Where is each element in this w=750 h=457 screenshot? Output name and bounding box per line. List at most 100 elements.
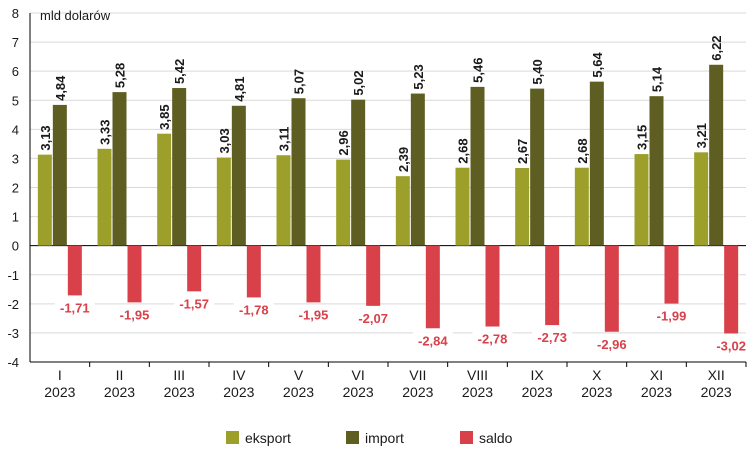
bar-saldo (425, 245, 440, 329)
bar-saldo (306, 245, 321, 303)
x-tick-label-month: II (116, 367, 124, 383)
x-tick-label-year: 2023 (581, 384, 612, 400)
legend-swatch-saldo (460, 431, 473, 444)
x-tick-label-year: 2023 (343, 384, 374, 400)
data-label-eksport: 2,68 (575, 138, 590, 163)
bar-saldo (246, 245, 261, 298)
bar-eksport (634, 154, 649, 246)
bar-import (410, 93, 425, 246)
x-tick-label-month: I (58, 367, 62, 383)
data-label-import: 4,81 (232, 76, 247, 101)
x-tick-label-year: 2023 (402, 384, 433, 400)
data-label-saldo: -1,99 (657, 309, 687, 324)
x-tick-label-year: 2023 (164, 384, 195, 400)
bar-import (112, 92, 127, 246)
data-label-bg-saldo (412, 332, 453, 350)
data-label-eksport: 2,39 (396, 147, 411, 172)
bar-eksport (694, 152, 709, 246)
bar-import (709, 64, 724, 246)
bar-eksport (216, 157, 231, 246)
bar-eksport (97, 148, 112, 246)
bar-saldo (366, 245, 381, 306)
bar-eksport (276, 155, 291, 246)
y-tick-label: 7 (12, 35, 19, 50)
data-label-eksport: 3,15 (635, 125, 650, 150)
y-tick-label: 1 (12, 210, 19, 225)
legend-swatch-import (346, 431, 359, 444)
y-tick-label: -2 (7, 297, 19, 312)
bar-import (351, 99, 366, 246)
bar-eksport (336, 159, 351, 246)
bar-saldo (604, 245, 619, 332)
data-label-bg-saldo (174, 295, 215, 313)
bar-eksport (37, 154, 52, 246)
data-label-saldo: -1,95 (299, 307, 329, 322)
x-tick-label-year: 2023 (44, 384, 75, 400)
data-label-bg-saldo (293, 306, 334, 324)
bar-import (291, 98, 306, 246)
bar-import (649, 96, 664, 246)
x-tick-label-month: IX (531, 367, 545, 383)
bar-import (530, 88, 545, 246)
x-tick-label-month: XII (708, 367, 725, 383)
data-label-saldo: -1,95 (120, 307, 150, 322)
bar-eksport (395, 176, 410, 246)
data-label-saldo: -3,02 (716, 338, 746, 353)
x-tick-label-year: 2023 (641, 384, 672, 400)
legend-label-eksport: eksport (245, 430, 291, 446)
bar-saldo (67, 245, 82, 296)
data-label-saldo: -2,96 (597, 337, 627, 352)
data-label-import: 5,46 (471, 58, 486, 83)
data-label-bg-saldo (472, 330, 513, 348)
data-label-bg-saldo (651, 307, 692, 325)
bar-saldo (724, 245, 739, 334)
data-label-import: 5,40 (530, 59, 545, 84)
y-tick-label: 0 (12, 239, 19, 254)
bar-import (52, 104, 67, 246)
x-tick-label-month: IV (232, 367, 246, 383)
bar-saldo (127, 245, 142, 303)
data-label-bg-saldo (114, 306, 155, 324)
x-tick-label-year: 2023 (104, 384, 135, 400)
bar-saldo (664, 245, 679, 304)
x-tick-label-month: XI (650, 367, 663, 383)
data-label-eksport: 3,11 (277, 127, 292, 152)
bar-saldo (545, 245, 560, 326)
data-label-bg-saldo (353, 309, 394, 327)
data-label-saldo: -2,73 (537, 330, 567, 345)
x-tick-label-year: 2023 (522, 384, 553, 400)
bar-import (589, 81, 604, 246)
legend-label-import: import (365, 430, 404, 446)
x-tick-label-month: X (592, 367, 602, 383)
data-label-import: 5,23 (411, 64, 426, 89)
legend-label-saldo: saldo (479, 430, 513, 446)
data-label-eksport: 3,03 (217, 128, 232, 153)
y-tick-label: 3 (12, 151, 19, 166)
x-tick-label-month: VII (409, 367, 426, 383)
bar-saldo (187, 245, 202, 292)
data-label-import: 5,02 (351, 70, 366, 95)
bar-import (172, 88, 187, 246)
data-label-eksport: 2,67 (515, 139, 530, 164)
x-tick-label-year: 2023 (223, 384, 254, 400)
y-axis-label: mld dolarów (40, 8, 111, 23)
data-label-bg-saldo (532, 329, 573, 347)
x-tick-label-year: 2023 (462, 384, 493, 400)
data-label-eksport: 3,21 (694, 123, 709, 148)
bar-eksport (574, 167, 589, 246)
bar-saldo (485, 245, 500, 327)
bar-import (231, 105, 246, 246)
y-tick-label: 4 (12, 122, 19, 137)
data-label-saldo: -1,71 (60, 300, 90, 315)
bar-eksport (455, 167, 470, 246)
legend: eksport import saldo (226, 430, 513, 446)
data-label-bg-saldo (591, 335, 632, 353)
legend-swatch-eksport (226, 431, 239, 444)
y-tick-label: -4 (7, 355, 19, 370)
y-tick-label: -3 (7, 326, 19, 341)
y-tick-label: 6 (12, 64, 19, 79)
data-label-import: 4,84 (53, 75, 68, 101)
data-labels: 3,13 3,33 3,85 3,03 3,11 2,96 2,39 2,68 2,67 2,68… (38, 35, 750, 355)
